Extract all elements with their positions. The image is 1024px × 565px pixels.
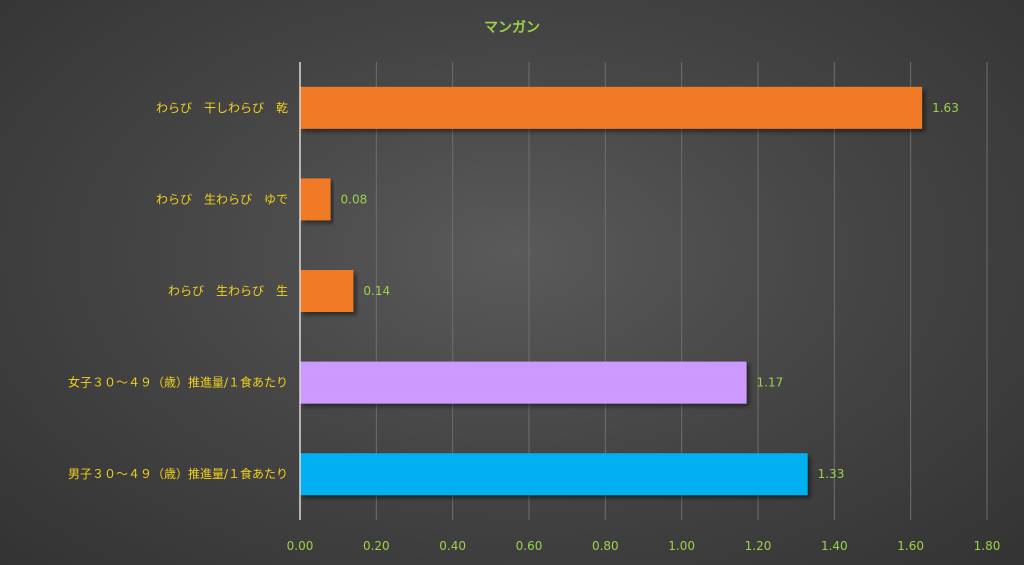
category-label: 男子３０～４９（歳）推進量/１食あたり — [68, 466, 288, 481]
x-tick-label: 0.80 — [592, 539, 619, 553]
bar — [300, 453, 808, 496]
x-tick-label: 1.20 — [745, 539, 772, 553]
data-labels: 1.63 0.08 0.14 1.17 1.33 — [341, 101, 959, 481]
bar — [300, 86, 923, 129]
category-label: わらび 生わらび 生 — [168, 284, 288, 298]
chart-title: マンガン — [484, 20, 540, 36]
bar — [300, 178, 331, 221]
data-label: 1.63 — [932, 101, 959, 115]
x-tick-labels: 0.00 0.20 0.40 0.60 0.80 1.00 1.20 1.40 1.60 1.80 — [287, 539, 1001, 553]
category-label: わらび 干しわらび 乾 — [156, 101, 288, 115]
bar — [300, 270, 354, 312]
x-tick-label: 0.60 — [516, 539, 543, 553]
data-label: 1.33 — [818, 467, 845, 481]
x-tick-label: 0.00 — [287, 539, 314, 553]
x-tick-label: 0.40 — [439, 539, 466, 553]
x-tick-label: 1.60 — [897, 539, 924, 553]
x-tick-label: 1.80 — [974, 539, 1001, 553]
data-label: 0.14 — [363, 284, 390, 298]
x-tick-label: 1.40 — [821, 539, 848, 553]
x-tick-label: 0.20 — [363, 539, 390, 553]
category-label: 女子３０～４９（歳）推進量/１食あたり — [68, 375, 288, 390]
category-label: わらび 生わらび ゆで — [156, 192, 288, 206]
bar — [300, 361, 747, 404]
data-label: 1.17 — [757, 376, 784, 390]
gridlines — [375, 62, 988, 520]
data-label: 0.08 — [341, 192, 368, 206]
x-tick-label: 1.00 — [668, 539, 695, 553]
bars — [300, 86, 923, 496]
